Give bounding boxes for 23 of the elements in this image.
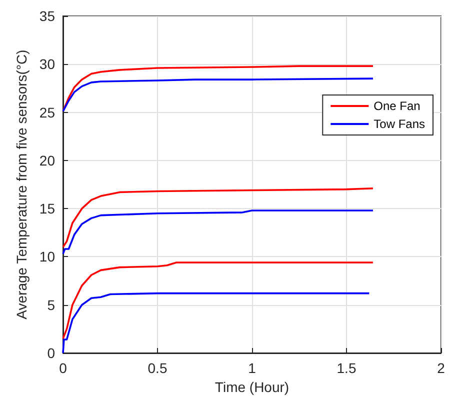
x-tick-label: 1.5 <box>336 360 356 376</box>
y-tick-label: 30 <box>39 56 56 72</box>
line-series <box>62 262 374 340</box>
y-tick-label: 35 <box>39 8 56 24</box>
legend-label: Tow Fans <box>374 117 426 131</box>
y-tick-label: 0 <box>47 345 56 361</box>
line-series <box>62 78 374 112</box>
y-axis-title: Average Temperature from five sensors(°C) <box>14 50 30 320</box>
x-tick-label: 1 <box>248 360 256 376</box>
y-tick-label: 20 <box>39 152 56 168</box>
y-tick-label: 10 <box>39 248 56 265</box>
y-tick-label: 25 <box>39 104 56 120</box>
x-tick-label: 0.5 <box>148 360 168 376</box>
y-tick-label: 15 <box>39 200 56 217</box>
legend-label: One Fan <box>374 99 420 113</box>
x-tick-label: 2 <box>437 360 446 376</box>
line-series <box>62 65 374 112</box>
line-series <box>62 292 370 354</box>
line-series <box>62 187 374 248</box>
y-tick-label: 5 <box>47 296 56 313</box>
x-tick-label: 0 <box>59 360 68 376</box>
line-series <box>62 210 374 255</box>
x-axis-title: Time (Hour) <box>214 378 290 395</box>
